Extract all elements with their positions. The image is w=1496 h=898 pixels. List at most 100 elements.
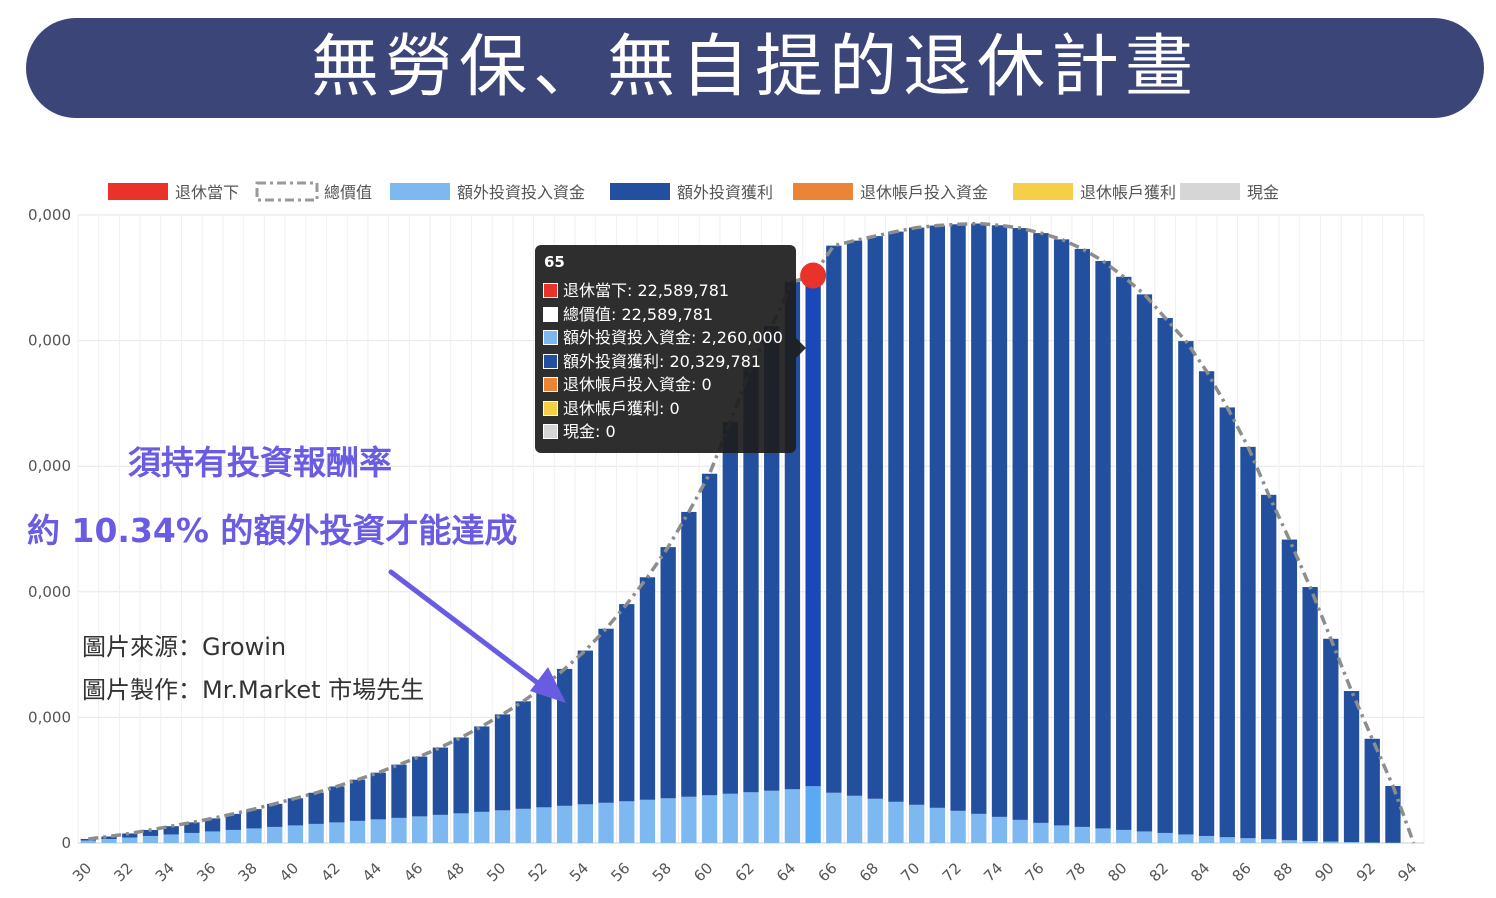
bar-invested <box>163 834 179 843</box>
bar-invested <box>101 838 117 843</box>
annotation-arrow <box>388 569 566 703</box>
legend-label: 額外投資投入資金 <box>457 183 585 202</box>
y-axis-labels: 0 0,000 0,000 0,000 0,000 0,000 <box>28 206 71 852</box>
x-tick-label: 72 <box>939 859 965 885</box>
legend-label: 退休當下 <box>175 183 239 202</box>
bar-gain <box>432 747 449 815</box>
page-title: 無勞保、無自提的退休計畫 <box>310 28 1199 107</box>
bar-invested <box>598 802 614 843</box>
bar-invested <box>701 795 718 843</box>
bar-invested <box>743 792 759 843</box>
bar-gain <box>287 798 304 826</box>
x-tick-label: 64 <box>773 859 799 885</box>
chart-grid <box>77 214 1425 844</box>
bar-gain <box>908 227 925 805</box>
bar-invested <box>1281 840 1298 843</box>
bar-gain <box>826 245 842 793</box>
bar-invested <box>370 819 386 843</box>
legend-label: 退休帳戶獲利 <box>1080 183 1176 202</box>
tooltip-row: 退休帳戶獲利: 0 <box>543 397 788 421</box>
bar-gain <box>142 829 159 836</box>
bar-gain <box>1116 276 1132 830</box>
bar-gain <box>1240 446 1256 839</box>
x-tick-label: 70 <box>897 859 923 885</box>
bar-invested <box>1033 822 1049 843</box>
tooltip-swatch <box>543 377 558 392</box>
tooltip-row: 退休帳戶投入資金: 0 <box>543 373 788 397</box>
x-tick-label: 60 <box>690 859 716 885</box>
bar-invested <box>784 789 801 843</box>
bar-invested <box>846 795 863 843</box>
data-tooltip: 65 退休當下: 22,589,781 總價值: 22,589,781 額外投資投入… <box>535 245 806 453</box>
image-source-credit: 圖片來源：Growin <box>82 633 287 661</box>
tooltip-row-text: 額外投資獲利: 20,329,781 <box>563 351 762 371</box>
x-tick-label: 50 <box>483 859 509 885</box>
bar-invested <box>1240 838 1256 843</box>
y-tick-label: 0 <box>61 834 71 852</box>
bar-gain <box>267 803 283 827</box>
bar-gain <box>1033 233 1049 823</box>
bar-invested <box>1323 841 1339 843</box>
retirement-point <box>800 262 827 289</box>
bar-gain <box>1261 494 1277 840</box>
bar-gain <box>329 786 345 823</box>
y-tick-label: 0,000 <box>28 332 71 350</box>
bar-invested <box>764 790 780 843</box>
bar-invested <box>577 804 594 843</box>
tooltip-swatch <box>543 400 558 416</box>
bar-gain <box>701 473 718 796</box>
bar-gain <box>184 822 200 833</box>
x-axis-labels: 30 32 34 36 38 40 42 44 46 48 50 52 54 56 58 60 62 64 66 68… <box>69 859 1421 885</box>
tooltip-row: 額外投資投入資金: 2,260,000 <box>543 326 788 350</box>
bar-invested <box>867 798 883 843</box>
bar-invested <box>660 798 676 843</box>
x-tick-label: 30 <box>69 859 95 885</box>
bar-invested <box>1074 826 1090 843</box>
bar-gain <box>1012 228 1028 820</box>
bar-gain <box>122 833 138 838</box>
bar-gain <box>556 668 573 806</box>
bar-gain <box>888 231 904 802</box>
image-maker-credit: 圖片製作：Mr.Market 市場先生 <box>82 676 425 704</box>
bar-invested <box>556 805 573 843</box>
x-tick-label: 46 <box>400 859 426 885</box>
bar-gain <box>1281 539 1298 841</box>
bar-invested <box>474 811 490 843</box>
legend-swatch <box>108 183 168 200</box>
bar-gain <box>453 737 469 814</box>
bar-invested <box>246 828 262 843</box>
bar-invested <box>722 793 738 843</box>
bar-invested <box>329 822 345 843</box>
bar-invested <box>349 820 366 843</box>
bar-invested <box>1198 835 1215 843</box>
x-tick-label: 58 <box>649 859 675 885</box>
bar-invested <box>908 804 925 843</box>
annotation-line-2: 約 10.34% 的額外投資才能達成 <box>27 511 518 550</box>
bar-invested <box>639 799 656 843</box>
x-tick-label: 40 <box>276 859 302 885</box>
bar-invested <box>1116 829 1132 843</box>
bar-invested <box>888 801 904 843</box>
bar-invested <box>1219 837 1235 843</box>
bar-invested <box>536 807 552 843</box>
bar-gain <box>1364 738 1380 843</box>
bar-invested <box>204 831 221 843</box>
bar-invested <box>1364 842 1380 843</box>
bar-gain <box>1343 691 1360 842</box>
bar-invested <box>1053 825 1070 843</box>
x-tick-label: 44 <box>359 859 385 885</box>
legend-label: 現金 <box>1247 183 1279 202</box>
bar-invested <box>432 814 449 843</box>
tooltip-swatch <box>543 424 558 439</box>
bar-invested <box>287 825 304 843</box>
x-tick-label: 90 <box>1311 859 1337 885</box>
chart-legend[interactable]: 退休當下 總價值 額外投資投入資金 額外投資獲利 退休帳戶投入資金 退休帳戶獲利 現金 <box>108 181 1279 202</box>
y-tick-label: 0,000 <box>28 457 71 475</box>
y-tick-label: 0,000 <box>28 583 71 601</box>
x-tick-label: 38 <box>235 859 261 885</box>
bar-invested <box>122 837 138 843</box>
bar-invested <box>971 813 987 843</box>
bar-gain <box>1302 587 1318 841</box>
bar-invested <box>515 808 531 843</box>
